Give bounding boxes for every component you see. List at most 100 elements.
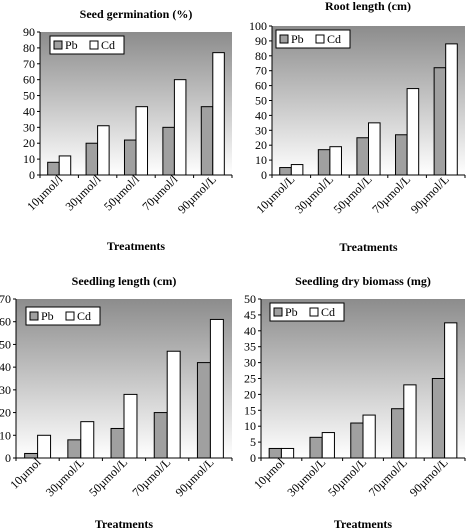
bar-pb-3	[356, 137, 370, 176]
y-tick-label: 45	[244, 308, 256, 322]
legend-swatch-cd	[309, 307, 319, 317]
legend-swatch-cd	[89, 40, 99, 50]
x-tick-label: 50µmol/l	[101, 172, 143, 214]
x-tick-label: 10µmol	[7, 455, 44, 492]
legend-box	[49, 35, 125, 55]
legend-swatch-pb	[273, 307, 283, 317]
bar-pb-2	[309, 436, 323, 459]
x-tick-label: 30µmol/L	[43, 455, 87, 499]
y-tick-label: 15	[244, 403, 256, 417]
legend: Pb Cd	[269, 302, 345, 322]
y-tick-label: 20	[23, 136, 35, 150]
bar-pb-3	[123, 139, 137, 176]
x-tick-label: 90µmol/L	[408, 172, 452, 216]
chart-panel-1: Seed germination (%)01020304050607080901…	[23, 7, 233, 253]
bar-cd-3	[368, 122, 381, 176]
bar-pb-3	[110, 427, 125, 459]
legend-swatch-cd	[315, 34, 325, 44]
chart-panel-3: Seedling length (cm) 0 10 20 30 40 50 60 70 10µmo…	[0, 274, 233, 531]
y-tick-label: 50	[23, 89, 35, 103]
x-tick-label: 50µmol/L	[331, 172, 375, 216]
legend-swatch-pb	[29, 311, 39, 321]
bar-pb-5	[200, 106, 214, 176]
legend-box	[275, 29, 351, 49]
bar-cd-5	[444, 322, 458, 459]
x-tick-label: 30µmol/L	[292, 172, 336, 216]
x-tick-label: 70µmol/L	[129, 455, 173, 499]
x-tick-label: 70µmol/L	[369, 172, 413, 216]
legend: Pb Cd	[275, 29, 351, 49]
y-tick-label: 80	[23, 41, 35, 55]
legend-label-cd: Cd	[101, 38, 115, 52]
bar-pb-2	[85, 142, 99, 176]
bar-pb-2	[67, 439, 82, 459]
legend: Pb Cd	[25, 306, 101, 326]
bar-cd-4	[406, 88, 420, 176]
legend-swatch-cd	[65, 311, 75, 321]
bar-pb-4	[395, 134, 408, 176]
y-tick-label: 30	[255, 123, 267, 137]
y-tick-label: 90	[23, 25, 35, 39]
legend: Pb Cd	[49, 35, 125, 55]
y-tick-label: 40	[23, 104, 35, 118]
bar-cd-5	[445, 43, 458, 176]
bar-cd-2	[97, 125, 110, 176]
bar-pb-2	[317, 149, 331, 176]
x-tick-label: 50µmol/L	[325, 455, 369, 499]
legend-label-cd: Cd	[321, 305, 335, 319]
bar-pb-4	[391, 408, 405, 459]
x-tick-label: 90µmol/L	[175, 172, 219, 216]
x-tick-label: 30µmol/l	[63, 172, 105, 214]
x-tick-label: 10µmol	[251, 455, 288, 492]
bar-pb-4	[162, 126, 175, 176]
bar-cd-2	[80, 421, 95, 459]
chart-title: Seedling dry biomass (mg)	[295, 274, 431, 288]
y-tick-label: 35	[244, 340, 256, 354]
bar-cd-1	[37, 434, 52, 459]
y-tick-label: 40	[255, 108, 267, 122]
y-tick-label: 40	[244, 324, 256, 338]
legend-label-cd: Cd	[77, 309, 91, 323]
y-tick-label: 100	[249, 19, 267, 33]
x-tick-label: 10µmol/L	[253, 172, 297, 216]
y-tick-label: 10	[0, 428, 11, 442]
chart-title: Root length (cm)	[325, 0, 411, 13]
bar-pb-4	[153, 412, 168, 459]
y-tick-label: 60	[23, 73, 35, 87]
y-tick-label: 50	[255, 94, 267, 108]
x-tick-label: 30µmol/L	[284, 455, 328, 499]
bar-pb-3	[350, 422, 364, 459]
bar-cd-4	[173, 79, 187, 176]
bar-cd-3	[123, 393, 138, 459]
y-tick-label: 10	[255, 153, 267, 167]
x-axis-label: Treatments	[334, 517, 393, 531]
legend-swatch-pb	[279, 34, 289, 44]
y-tick-label: 70	[255, 64, 267, 78]
bar-cd-1	[58, 155, 72, 176]
chart-title: Seedling length (cm)	[72, 274, 177, 288]
bar-cd-4	[166, 350, 181, 459]
bar-cd-2	[321, 432, 335, 459]
y-tick-label: 5	[250, 435, 256, 449]
y-tick-label: 0	[250, 451, 256, 465]
x-axis-label: Treatments	[339, 240, 398, 254]
y-tick-label: 30	[23, 120, 35, 134]
y-tick-label: 90	[255, 34, 267, 48]
bar-pb-5	[196, 362, 211, 459]
legend-label-cd: Cd	[327, 32, 341, 46]
bar-cd-3	[135, 106, 149, 176]
y-tick-label: 50	[0, 337, 11, 351]
y-tick-label: 0	[5, 451, 11, 465]
bar-cd-5	[209, 318, 224, 459]
x-tick-label: 50µmol/L	[86, 455, 130, 499]
x-axis-label: Treatments	[107, 239, 166, 253]
y-tick-label: 10	[23, 152, 35, 166]
y-tick-label: 10	[244, 419, 256, 433]
y-tick-label: 25	[244, 372, 256, 386]
y-tick-label: 60	[0, 315, 11, 329]
bar-cd-1	[280, 447, 295, 459]
x-axis-label: Treatments	[95, 517, 154, 531]
y-tick-label: 20	[0, 406, 11, 420]
